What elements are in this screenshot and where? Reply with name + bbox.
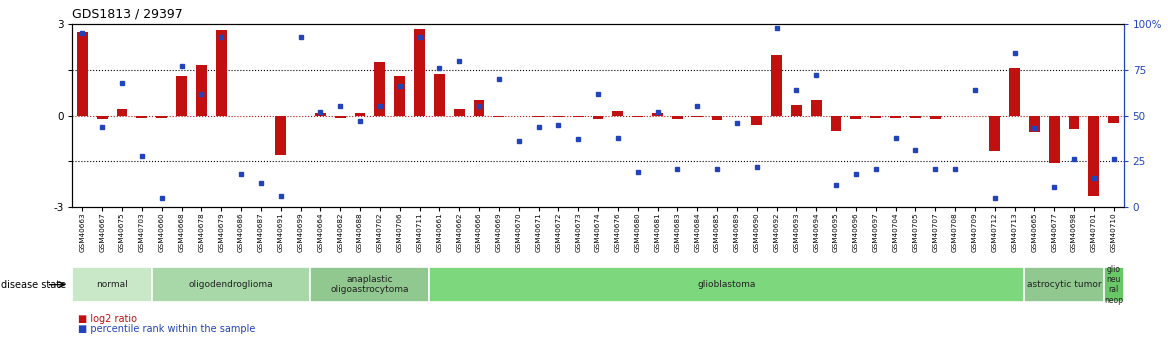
Bar bbox=[850, 116, 861, 119]
Text: GDS1813 / 29397: GDS1813 / 29397 bbox=[72, 8, 183, 21]
Text: glioblastoma: glioblastoma bbox=[697, 280, 756, 289]
Text: ■ percentile rank within the sample: ■ percentile rank within the sample bbox=[78, 324, 256, 334]
Bar bbox=[415, 29, 425, 116]
Bar bbox=[1104, 267, 1124, 302]
Bar bbox=[771, 55, 783, 116]
Bar bbox=[433, 75, 445, 116]
Bar bbox=[473, 100, 485, 116]
Bar bbox=[989, 116, 1000, 151]
Bar bbox=[612, 111, 624, 116]
Bar bbox=[830, 116, 841, 131]
Bar bbox=[1069, 116, 1079, 129]
Bar bbox=[592, 116, 604, 119]
Bar bbox=[97, 116, 107, 119]
Bar bbox=[751, 116, 763, 125]
Text: astrocytic tumor: astrocytic tumor bbox=[1027, 280, 1101, 289]
Bar bbox=[335, 116, 346, 118]
Bar bbox=[1049, 116, 1059, 163]
Text: glio
neu
ral
neop: glio neu ral neop bbox=[1104, 265, 1124, 305]
Bar bbox=[137, 116, 147, 118]
Bar bbox=[395, 76, 405, 116]
Text: normal: normal bbox=[96, 280, 128, 289]
Bar bbox=[375, 62, 385, 116]
Bar bbox=[632, 116, 644, 117]
Bar bbox=[791, 105, 801, 116]
Bar bbox=[152, 267, 311, 302]
Bar bbox=[711, 116, 723, 120]
Bar bbox=[493, 116, 505, 117]
Bar bbox=[1029, 116, 1040, 132]
Bar bbox=[1108, 116, 1119, 123]
Bar bbox=[430, 267, 1024, 302]
Bar bbox=[196, 65, 207, 116]
Bar bbox=[72, 267, 152, 302]
Bar bbox=[910, 116, 920, 118]
Bar bbox=[533, 116, 544, 117]
Bar bbox=[1089, 116, 1099, 196]
Bar bbox=[311, 267, 430, 302]
Bar bbox=[315, 112, 326, 116]
Bar bbox=[355, 112, 366, 116]
Bar bbox=[176, 76, 187, 116]
Text: oligodendroglioma: oligodendroglioma bbox=[189, 280, 273, 289]
Text: ■ log2 ratio: ■ log2 ratio bbox=[78, 314, 138, 324]
Text: anaplastic
oligoastrocytoma: anaplastic oligoastrocytoma bbox=[331, 275, 409, 294]
Bar bbox=[652, 113, 663, 116]
Bar bbox=[216, 30, 227, 116]
Bar bbox=[890, 116, 901, 118]
Bar bbox=[157, 116, 167, 118]
Bar bbox=[1009, 68, 1020, 116]
Bar bbox=[276, 116, 286, 155]
Bar bbox=[1024, 267, 1104, 302]
Bar bbox=[930, 116, 940, 119]
Bar bbox=[117, 109, 127, 116]
Bar bbox=[552, 116, 564, 117]
Bar bbox=[77, 32, 88, 116]
Text: disease state: disease state bbox=[1, 280, 67, 289]
Bar bbox=[572, 116, 584, 117]
Bar bbox=[672, 116, 683, 119]
Bar bbox=[811, 100, 821, 116]
Bar bbox=[870, 116, 881, 118]
Bar bbox=[453, 109, 465, 116]
Bar bbox=[691, 116, 703, 117]
